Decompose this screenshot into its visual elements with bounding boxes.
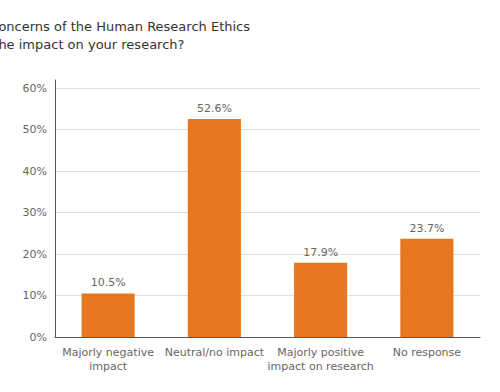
- svg-text:impact: impact: [89, 360, 128, 373]
- svg-text:60%: 60%: [23, 82, 47, 95]
- svg-text:52.6%: 52.6%: [197, 102, 232, 115]
- svg-text:23.7%: 23.7%: [409, 222, 444, 235]
- svg-text:20%: 20%: [23, 248, 47, 261]
- svg-text:50%: 50%: [23, 123, 47, 136]
- svg-text:10.5%: 10.5%: [91, 276, 126, 289]
- svg-text:10%: 10%: [23, 289, 47, 302]
- svg-text:Majorly positive: Majorly positive: [277, 346, 364, 359]
- svg-text:In general, after addressing t: In general, after addressing the concern…: [0, 19, 250, 34]
- svg-text:17.9%: 17.9%: [303, 246, 338, 259]
- svg-text:Majorly negative: Majorly negative: [62, 346, 154, 359]
- svg-text:0%: 0%: [30, 331, 47, 344]
- svg-text:No response: No response: [393, 346, 462, 359]
- svg-text:Neutral/no impact: Neutral/no impact: [165, 346, 265, 359]
- svg-text:impact on research: impact on research: [268, 360, 374, 373]
- svg-text:30%: 30%: [23, 206, 47, 219]
- svg-text:Committee, what was the impact: Committee, what was the impact on your r…: [0, 37, 184, 52]
- svg-text:40%: 40%: [23, 165, 47, 178]
